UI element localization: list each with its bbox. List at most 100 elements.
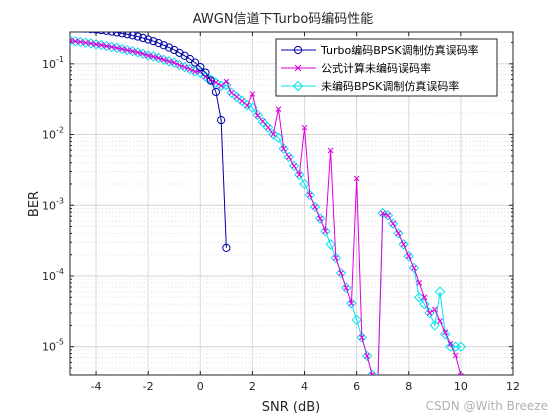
x-tick-label: 12: [506, 380, 520, 393]
watermark-text: CSDN @With Breeze: [426, 399, 548, 413]
data-point-x: [348, 300, 355, 307]
y-tick-label: 10-5: [42, 338, 64, 354]
data-point-x: [233, 93, 240, 100]
data-point-circle: [128, 32, 137, 40]
data-point-x: [447, 340, 454, 347]
data-point-diamond: [325, 239, 336, 250]
data-point-x: [400, 241, 407, 248]
data-point-diamond: [335, 267, 347, 279]
data-point-circle: [211, 87, 221, 97]
data-point-circle: [159, 41, 168, 50]
data-point-x: [223, 78, 230, 85]
data-point-x: [160, 56, 167, 63]
diamond-marker-icon: [292, 80, 304, 92]
data-point-x: [82, 39, 89, 46]
data-point-circle: [92, 32, 100, 34]
y-axis-label: BER: [27, 191, 42, 217]
x-tick-label: -4: [91, 380, 102, 393]
legend-entry-theory: 公式计算未编码误码率: [281, 61, 431, 75]
data-point-circle: [133, 32, 142, 41]
data-point-x: [259, 118, 266, 125]
data-point-x: [379, 210, 386, 217]
data-point-diamond: [429, 320, 441, 331]
data-point-x: [119, 46, 125, 52]
data-point-x: [103, 43, 110, 49]
data-point-circle: [206, 76, 215, 85]
data-point-x: [338, 270, 344, 276]
series-line: [111, 32, 227, 248]
x-marker-icon: [294, 64, 302, 72]
data-point-x: [275, 106, 282, 112]
data-point-diamond: [320, 225, 331, 237]
y-tick-label: 10-4: [42, 267, 64, 283]
x-tick-label: 10: [454, 380, 468, 393]
data-point-circle: [112, 32, 122, 37]
y-tick-label: 10-1: [42, 55, 64, 71]
data-point-diamond: [268, 129, 279, 140]
data-point-x: [145, 52, 152, 59]
series-line: [70, 40, 462, 375]
data-series: [70, 32, 467, 375]
data-point-circle: [107, 32, 116, 36]
data-point-diamond: [309, 201, 321, 213]
legend-label-theory: 公式计算未编码误码率: [321, 61, 431, 75]
data-point-x: [244, 102, 251, 109]
data-point-x: [369, 372, 376, 375]
data-point-x: [171, 59, 178, 66]
data-point-x: [312, 203, 318, 210]
data-point-x: [108, 44, 115, 50]
data-point-x: [359, 334, 365, 341]
data-point-diamond: [341, 282, 352, 294]
data-point-x: [72, 38, 79, 45]
data-point-x: [124, 47, 131, 53]
data-point-x: [187, 66, 193, 73]
data-point-circle: [138, 33, 148, 43]
data-point-circle: [123, 32, 132, 39]
data-point-diamond: [419, 298, 430, 310]
circle-marker-icon: [293, 45, 303, 55]
data-point-x: [426, 310, 433, 316]
data-point-x: [296, 171, 303, 178]
data-point-x: [286, 154, 292, 160]
data-point-circle: [196, 62, 205, 72]
data-point-diamond: [278, 143, 289, 154]
data-point-x: [218, 82, 224, 89]
data-point-x: [134, 49, 141, 56]
data-point-diamond: [288, 160, 300, 172]
data-point-diamond: [257, 116, 269, 128]
data-point-circle: [190, 58, 200, 67]
data-point-diamond: [356, 332, 368, 343]
data-point-circle: [164, 43, 174, 52]
data-point-diamond: [294, 169, 305, 180]
data-point-diamond: [169, 57, 180, 68]
data-point-diamond: [455, 341, 467, 352]
y-tick-label: 10-3: [42, 196, 64, 212]
data-point-circle: [144, 35, 153, 44]
data-point-x: [114, 45, 120, 51]
data-point-x: [390, 220, 396, 227]
data-point-diamond: [252, 109, 263, 121]
data-point-x: [322, 228, 329, 235]
data-point-x: [395, 230, 402, 237]
data-point-x: [181, 64, 188, 71]
data-point-x: [301, 124, 308, 131]
data-point-circle: [97, 32, 105, 35]
data-point-x: [265, 124, 271, 131]
legend-label-uncoded: 未编码BPSK调制仿真误码率: [321, 79, 459, 93]
series-0: [79, 32, 231, 252]
data-point-x: [332, 255, 339, 261]
data-point-diamond: [299, 178, 310, 190]
data-point-x: [254, 112, 261, 119]
data-point-diamond: [330, 252, 342, 264]
data-point-diamond: [398, 239, 409, 250]
data-point-x: [421, 294, 428, 301]
legend-label-turbo: Turbo编码BPSK调制仿真误码率: [320, 43, 479, 57]
data-point-diamond: [387, 218, 399, 229]
data-point-x: [98, 42, 105, 48]
data-point-circle: [87, 32, 94, 34]
x-tick-label: 0: [197, 380, 204, 393]
data-point-diamond: [434, 286, 446, 297]
data-point-diamond: [440, 329, 451, 340]
data-point-x: [364, 353, 370, 359]
data-point-circle: [102, 32, 111, 35]
